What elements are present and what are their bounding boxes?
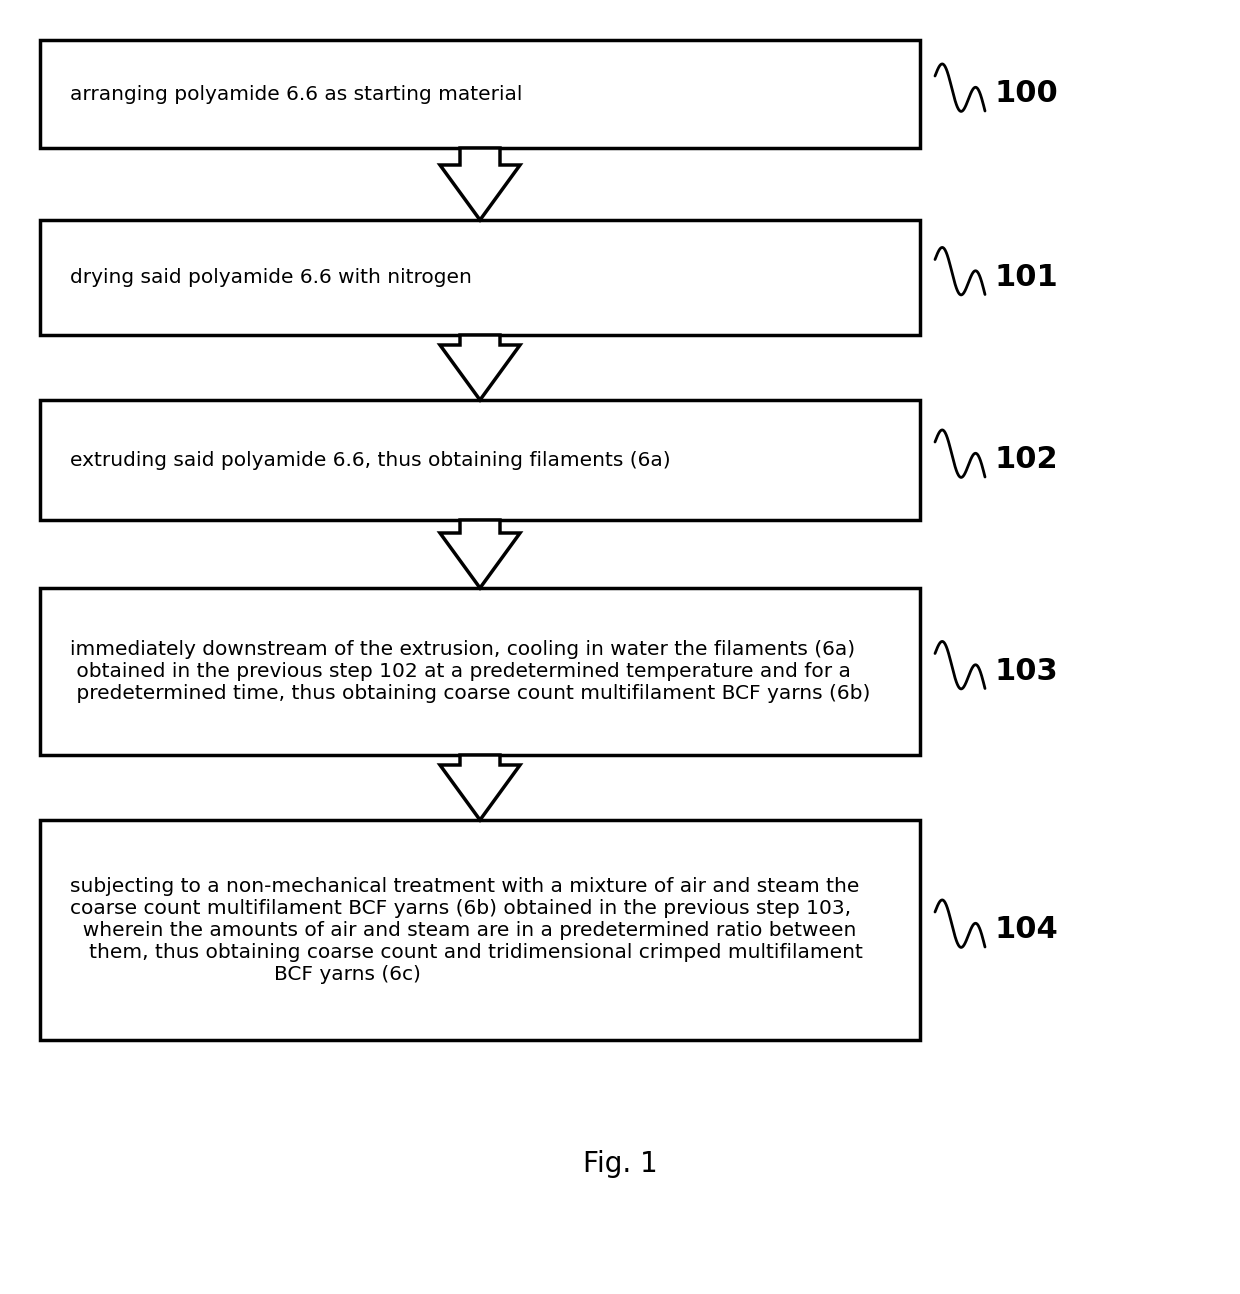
Bar — [40, 220, 920, 335]
Bar — [40, 820, 920, 1040]
Bar — [40, 587, 920, 754]
Polygon shape — [440, 335, 520, 400]
Text: 102: 102 — [994, 445, 1059, 475]
Bar — [40, 40, 920, 148]
Bar — [40, 400, 920, 520]
Polygon shape — [440, 754, 520, 820]
Text: Fig. 1: Fig. 1 — [583, 1150, 657, 1178]
Text: 104: 104 — [994, 915, 1059, 945]
Polygon shape — [440, 148, 520, 220]
Text: arranging polyamide 6.6 as starting material: arranging polyamide 6.6 as starting mate… — [69, 84, 522, 104]
Text: extruding said polyamide 6.6, thus obtaining filaments (6a): extruding said polyamide 6.6, thus obtai… — [69, 450, 671, 470]
Text: 103: 103 — [994, 657, 1059, 686]
Text: 100: 100 — [994, 79, 1059, 109]
Text: 101: 101 — [994, 263, 1059, 292]
Polygon shape — [440, 520, 520, 587]
Text: subjecting to a non-mechanical treatment with a mixture of air and steam the
coa: subjecting to a non-mechanical treatment… — [69, 876, 863, 983]
Text: drying said polyamide 6.6 with nitrogen: drying said polyamide 6.6 with nitrogen — [69, 268, 472, 287]
Text: immediately downstream of the extrusion, cooling in water the filaments (6a)
 ob: immediately downstream of the extrusion,… — [69, 641, 870, 703]
